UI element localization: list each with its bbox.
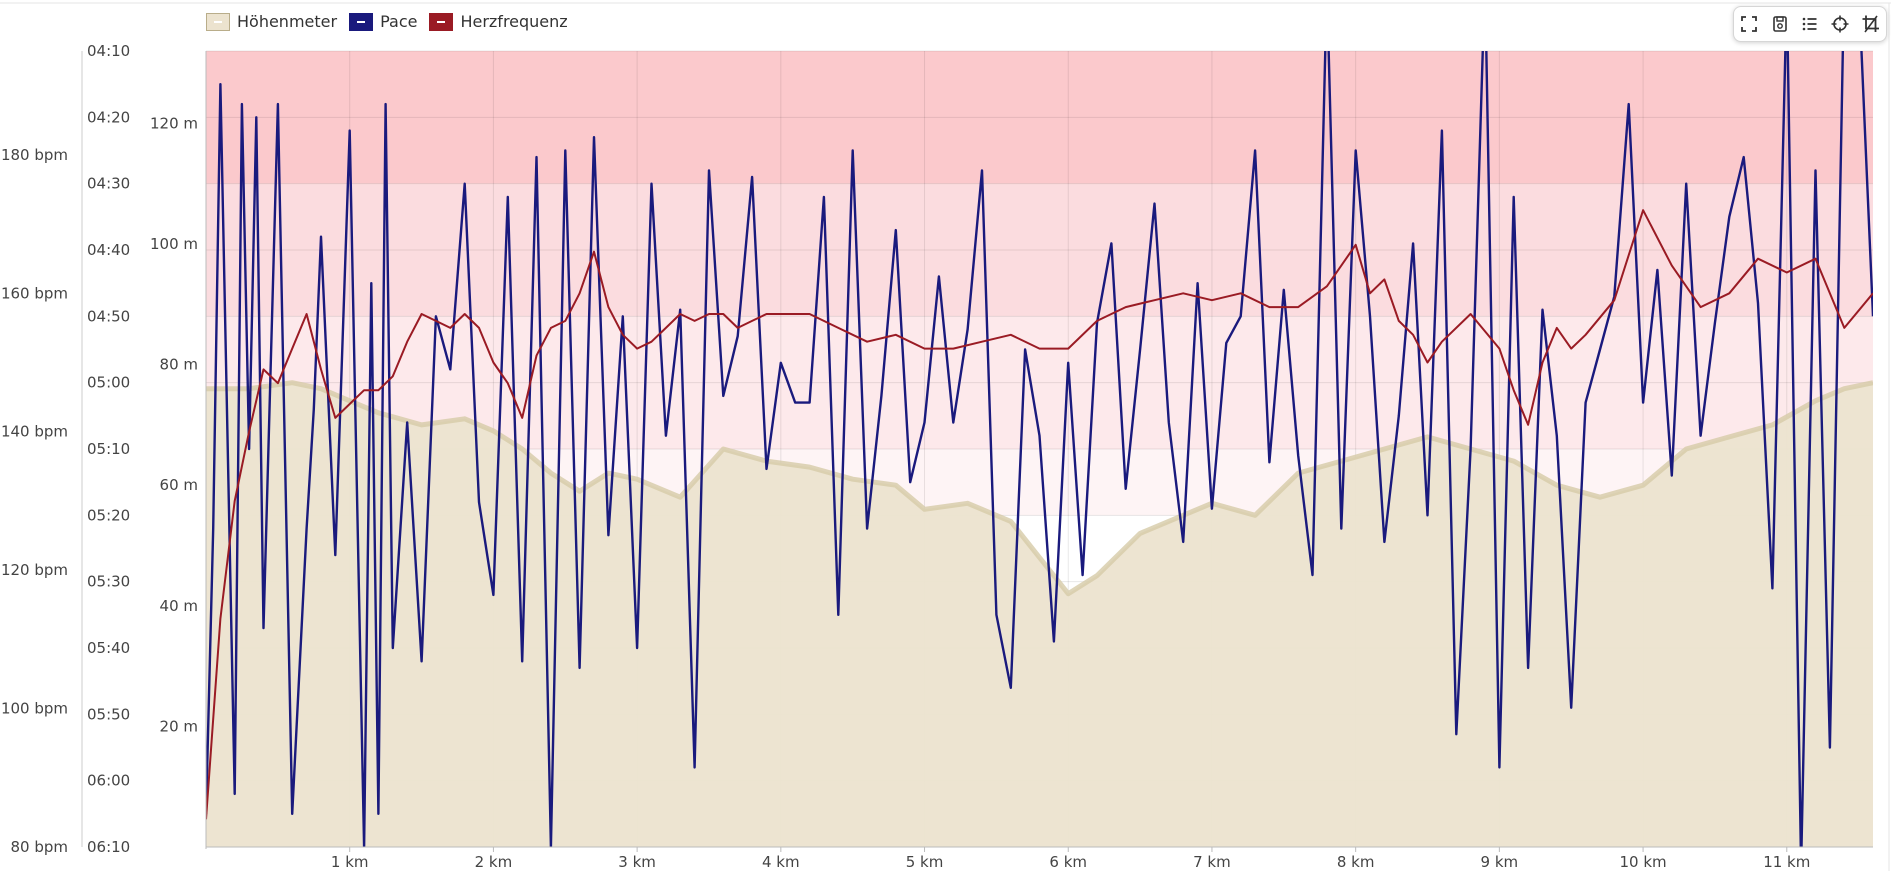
x-tick-label: 2 km [475,853,513,871]
save-icon[interactable] [1768,12,1792,36]
chart-toolbar [1733,6,1887,42]
pace-tick-label: 04:10 [87,42,130,60]
hr-tick-label: 80 bpm [10,838,68,856]
x-tick-label: 6 km [1049,853,1087,871]
pace-tick-label: 04:50 [87,307,130,325]
pace-tick-label: 04:40 [87,241,130,259]
legend-label: Pace [380,12,418,31]
pace-tick-label: 05:30 [87,573,130,591]
fullscreen-icon[interactable] [1737,12,1761,36]
legend-label: Höhenmeter [237,12,338,31]
chart-legend: Höhenmeter Pace Herzfrequenz [206,12,568,31]
list-icon[interactable] [1798,12,1822,36]
elevation-tick-label: 40 m [160,597,198,615]
crosshair-icon[interactable] [1828,12,1852,36]
legend-item[interactable]: Pace [349,12,417,31]
legend-item[interactable]: Höhenmeter [206,12,337,31]
pace-tick-label: 04:30 [87,175,130,193]
pace-band-0 [206,51,1873,184]
pace-tick-label: 05:00 [87,374,130,392]
elevation-tick-label: 60 m [160,476,198,494]
elevation-tick-label: 80 m [160,356,198,374]
x-tick-label: 3 km [618,853,656,871]
x-tick-label: 1 km [331,853,369,871]
pace-band-1 [206,183,1873,317]
legend-swatch [429,12,454,31]
pace-tick-label: 05:10 [87,440,130,458]
x-tick-label: 11 km [1763,853,1810,871]
x-tick-label: 5 km [906,853,944,871]
legend-item[interactable]: Herzfrequenz [429,12,568,31]
pace-tick-label: 05:20 [87,506,130,524]
hr-tick-label: 140 bpm [1,423,68,441]
hr-tick-label: 100 bpm [1,700,68,718]
hr-tick-label: 180 bpm [1,146,68,164]
pace-tick-label: 04:20 [87,108,130,126]
x-tick-label: 10 km [1619,853,1666,871]
legend-swatch [349,12,374,31]
legend-label: Herzfrequenz [460,12,568,31]
elevation-tick-label: 20 m [160,717,198,735]
crop-icon[interactable] [1859,12,1883,36]
pace-tick-label: 06:00 [87,772,130,790]
pace-tick-label: 05:50 [87,705,130,723]
pace-line [206,51,1873,847]
hr-tick-label: 120 bpm [1,561,68,579]
x-tick-label: 9 km [1481,853,1519,871]
x-tick-label: 4 km [762,853,800,871]
x-tick-label: 8 km [1337,853,1375,871]
hr-tick-label: 160 bpm [1,284,68,302]
legend-swatch [206,12,230,31]
elevation-tick-label: 100 m [150,235,198,253]
pace-tick-label: 06:10 [87,838,130,856]
pace-tick-label: 05:40 [87,639,130,657]
elevation-tick-label: 120 m [150,114,198,132]
x-tick-label: 7 km [1193,853,1231,871]
heart-rate-line [206,209,1873,820]
